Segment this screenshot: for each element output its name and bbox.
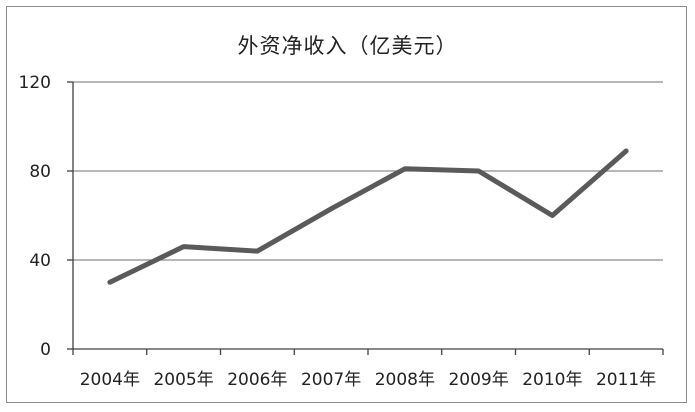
y-tick-label-40: 40 <box>29 251 51 271</box>
x-tick-label-3: 2007年 <box>301 370 361 390</box>
y-tick-label-80: 80 <box>29 162 51 182</box>
x-tick-label-4: 2008年 <box>375 370 435 390</box>
gridlines <box>73 81 663 261</box>
x-tick-label-5: 2009年 <box>448 370 508 390</box>
tick-labels: 0 40 80 120 2004年 2005年 2006年 2007年 2008年 2009年 20… <box>19 73 657 390</box>
x-tick-label-0: 2004年 <box>80 370 140 390</box>
y-tick-label-120: 120 <box>19 73 51 93</box>
y-tick-label-0: 0 <box>40 340 51 360</box>
chart-title: 外资净收入（亿美元） <box>237 34 458 58</box>
chart-frame <box>6 6 687 403</box>
x-tick-label-7: 2011年 <box>596 370 656 390</box>
x-tick-label-2: 2006年 <box>227 370 287 390</box>
series-line-0 <box>107 148 629 285</box>
axes <box>67 81 664 355</box>
series <box>107 148 629 285</box>
x-tick-label-6: 2010年 <box>522 370 582 390</box>
x-tick-label-1: 2005年 <box>153 370 213 390</box>
